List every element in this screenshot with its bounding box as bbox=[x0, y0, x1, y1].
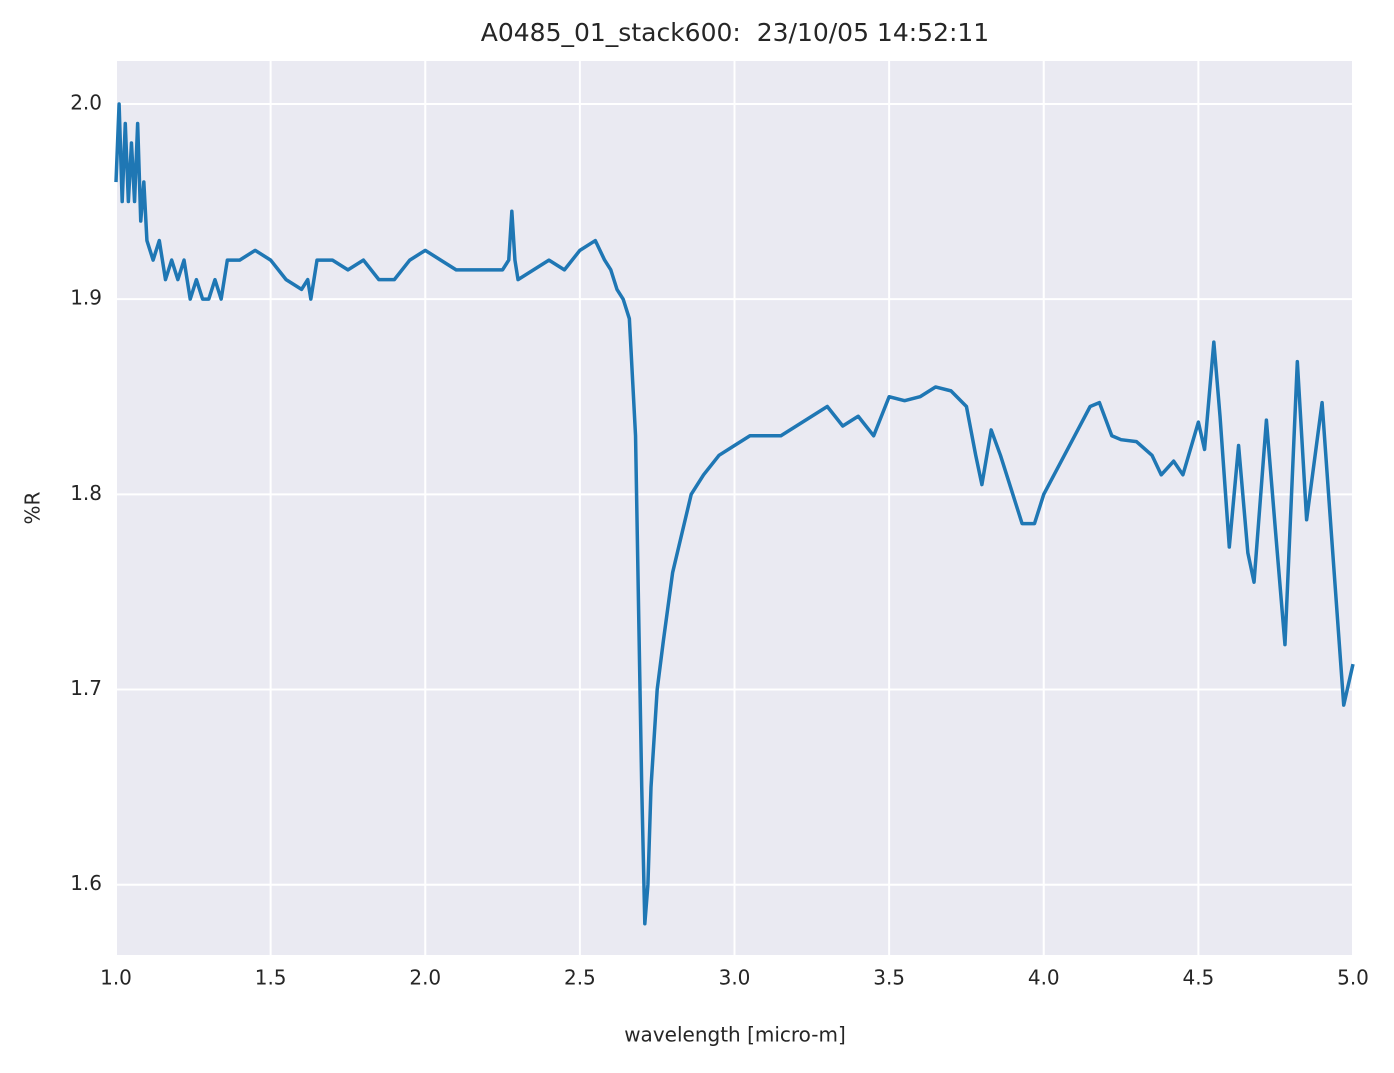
x-tick-label: 5.0 bbox=[1337, 966, 1369, 990]
y-axis-label: %R bbox=[21, 491, 45, 524]
x-axis-label: wavelength [micro-m] bbox=[624, 1023, 846, 1047]
x-tick-label: 3.0 bbox=[719, 966, 751, 990]
x-tick-label: 4.5 bbox=[1182, 966, 1214, 990]
x-tick-label: 3.5 bbox=[873, 966, 905, 990]
data-line bbox=[114, 102, 1355, 926]
y-tick-label: 1.9 bbox=[70, 286, 102, 310]
y-tick-label: 2.0 bbox=[70, 90, 102, 114]
x-tick-label: 2.5 bbox=[564, 966, 596, 990]
y-tick-label: 1.6 bbox=[70, 871, 102, 895]
x-tick-label: 1.0 bbox=[100, 966, 132, 990]
x-tick-label: 1.5 bbox=[255, 966, 287, 990]
y-tick-label: 1.8 bbox=[70, 481, 102, 505]
y-tick-label: 1.7 bbox=[70, 676, 102, 700]
chart-title: A0485_01_stack600: 23/10/05 14:52:11 bbox=[481, 18, 989, 47]
x-tick-label: 4.0 bbox=[1028, 966, 1060, 990]
x-tick-label: 2.0 bbox=[409, 966, 441, 990]
